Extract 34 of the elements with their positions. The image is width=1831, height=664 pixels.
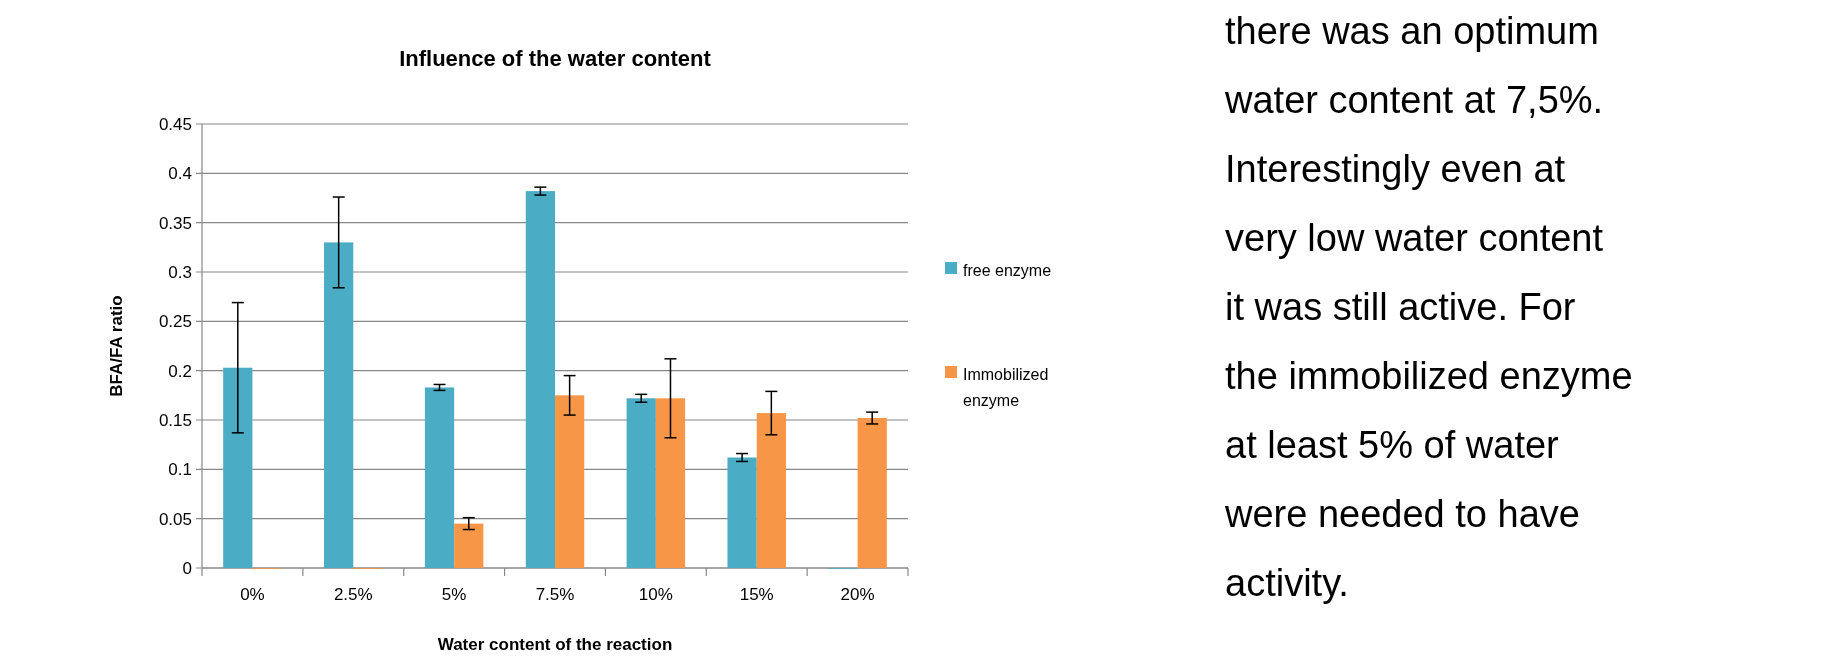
bar [555,395,585,568]
bar [454,523,484,568]
y-axis-title: BFA/FA ratio [107,295,126,397]
x-tick-label: 0% [240,585,265,604]
bar [223,367,253,568]
y-tick-label: 0.45 [158,114,192,134]
x-tick-label: 10% [638,585,673,604]
text: there was an optimum water content at 7,5%. Interestingly even at very low water content it was still active. For the immobilized enzyme at least 5% of water were needed to have activity. [1225,10,1633,604]
x-tick-label: 7.5% [535,585,575,604]
x-axis-title: Water content of the reaction [437,635,673,654]
x-tick-label: 20% [840,585,875,604]
y-tick-label: 0.2 [168,361,192,381]
bar [424,387,455,568]
y-tick-label: 0 [182,558,192,578]
bar [756,413,786,568]
x-tick-label: 5% [441,585,467,604]
y-tick-label: 0.15 [158,410,192,430]
y-tick-label: 0.35 [158,213,192,233]
bar [324,242,354,568]
y-tick-label: 0.4 [168,164,192,184]
y-tick-label: 0.25 [158,312,192,332]
legend-label: Immobilized enzyme [963,365,1049,409]
x-tick-label: 15% [739,585,774,604]
y-tick-label: 0.05 [158,509,192,529]
y-tick-label: 0.1 [168,460,192,480]
bar [655,398,686,568]
bar [525,191,555,568]
chart-title: Influence of the water content [399,46,712,71]
x-tick-label: 2.5% [333,585,373,604]
y-tick-label: 0.3 [168,262,192,282]
bar [727,457,757,568]
legend-label: free enzyme [963,261,1052,279]
bar [626,398,656,568]
bar [857,418,887,568]
